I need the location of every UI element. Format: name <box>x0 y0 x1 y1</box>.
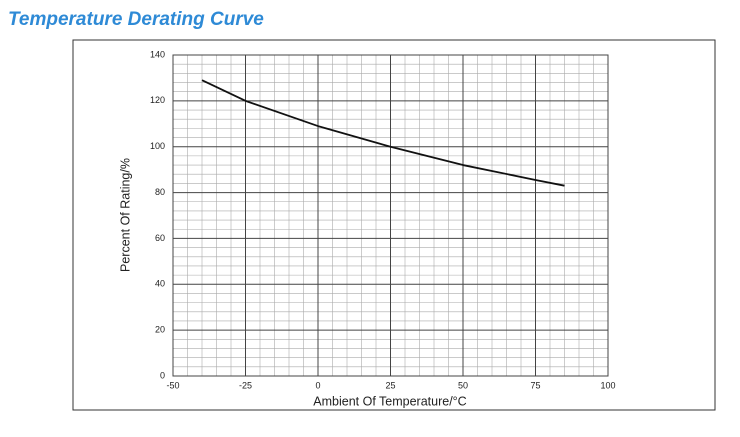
y-tick-label: 40 <box>155 279 165 289</box>
x-tick-label: 0 <box>315 380 320 390</box>
y-tick-label: 140 <box>150 49 165 59</box>
x-tick-label: 50 <box>458 380 468 390</box>
chart-title: Temperature Derating Curve <box>8 9 264 30</box>
x-tick-label: 25 <box>385 380 395 390</box>
x-tick-label: 75 <box>530 380 540 390</box>
y-tick-label: 0 <box>160 370 165 380</box>
curve <box>201 79 565 187</box>
y-tick-label: 100 <box>150 141 165 151</box>
x-axis-label: Ambient Of Temperature/°C <box>313 394 466 408</box>
x-tick-label: 100 <box>600 380 615 390</box>
x-tick-label: -50 <box>166 380 179 390</box>
y-axis-label: Percent Of Rating/% <box>118 158 132 272</box>
y-tick-label: 120 <box>150 95 165 105</box>
chart-frame <box>72 39 716 411</box>
y-tick-label: 80 <box>155 187 165 197</box>
y-tick-label: 20 <box>155 325 165 335</box>
x-tick-label: -25 <box>239 380 252 390</box>
y-tick-label: 60 <box>155 233 165 243</box>
